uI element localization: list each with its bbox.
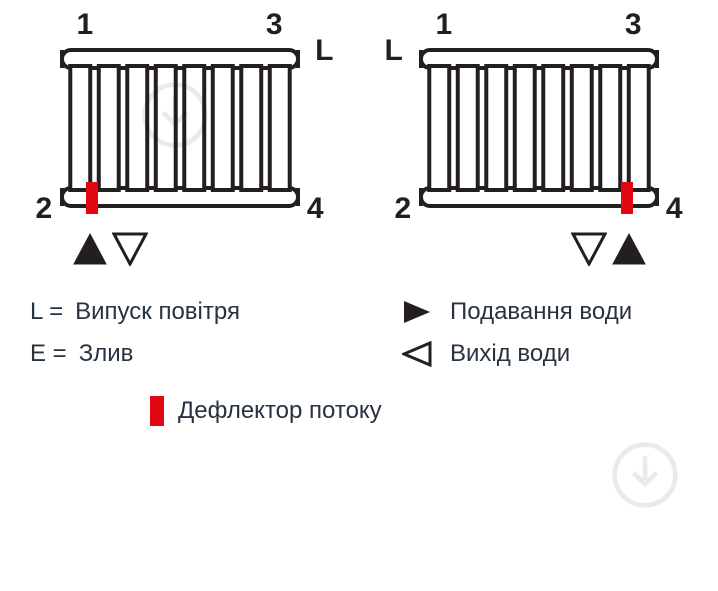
deflector-b <box>621 182 633 214</box>
legend-supply-text: Подавання води <box>450 298 632 326</box>
air-vent-label-a: L <box>315 34 333 68</box>
legend-l: L = Випуск повітря <box>30 298 400 326</box>
legend-outlet-icon <box>400 341 434 367</box>
legend-supply: Подавання води <box>400 298 688 326</box>
legend: L = Випуск повітря Подавання води E = Зл… <box>0 268 718 436</box>
connector-label-4: 4 <box>307 192 324 226</box>
legend-e-sym: E = <box>30 340 67 368</box>
outlet-arrow-icon <box>571 232 607 266</box>
supply-arrow-icon <box>611 232 647 266</box>
connector-label-2: 2 <box>36 192 53 226</box>
legend-e-text: Злив <box>79 340 134 368</box>
legend-row-2: E = Злив Вихід води <box>30 340 688 368</box>
flow-arrows-a <box>72 232 148 266</box>
legend-row-1: L = Випуск повітря Подавання води <box>30 298 688 326</box>
diagram-page: 1 3 2 4 L 1 3 2 4 L <box>0 0 718 591</box>
deflector-swatch-icon <box>150 396 164 426</box>
legend-l-sym: L = <box>30 298 63 326</box>
legend-supply-icon <box>400 299 434 325</box>
legend-e: E = Злив <box>30 340 400 368</box>
supply-arrow-icon <box>72 232 108 266</box>
watermark-icon <box>610 440 680 515</box>
legend-deflector-text: Дефлектор потоку <box>178 397 382 425</box>
legend-deflector: Дефлектор потоку <box>30 396 688 426</box>
outlet-arrow-icon <box>112 232 148 266</box>
deflector-a <box>86 182 98 214</box>
radiator-block-a: 1 3 2 4 L <box>30 8 330 268</box>
connector-label-2: 2 <box>395 192 412 226</box>
radiator-diagrams-row: 1 3 2 4 L 1 3 2 4 L <box>0 0 718 268</box>
legend-outlet: Вихід води <box>400 340 688 368</box>
flow-arrows-b <box>571 232 647 266</box>
legend-l-text: Випуск повітря <box>75 298 240 326</box>
connector-label-4: 4 <box>666 192 683 226</box>
radiator-block-b: 1 3 2 4 L <box>389 8 689 268</box>
legend-outlet-text: Вихід води <box>450 340 570 368</box>
air-vent-label-b: L <box>385 34 403 68</box>
